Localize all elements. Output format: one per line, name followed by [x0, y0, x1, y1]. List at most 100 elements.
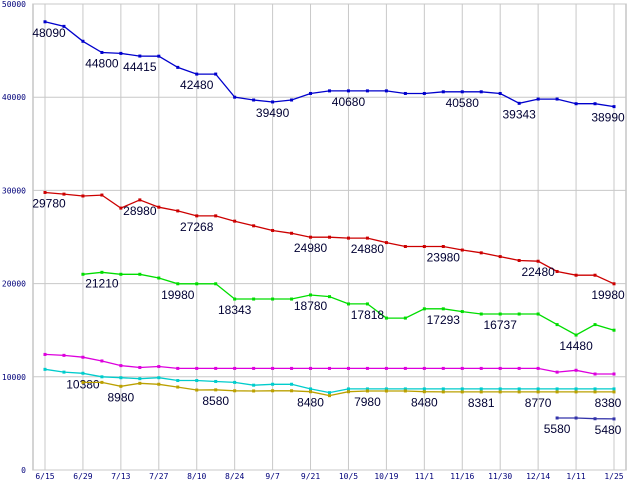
data-point: [555, 97, 559, 101]
data-label: 14480: [559, 339, 593, 353]
data-label: 18780: [294, 299, 328, 313]
data-point: [422, 387, 426, 391]
data-point: [346, 302, 350, 306]
data-point: [214, 282, 218, 286]
data-point: [81, 371, 85, 375]
data-label: 40580: [446, 96, 480, 110]
data-point: [612, 105, 616, 109]
series-4: 10380: [43, 367, 616, 395]
data-point: [536, 390, 540, 394]
x-tick-label: 8/24: [225, 472, 244, 480]
x-tick-label: 11/16: [450, 472, 474, 480]
data-point: [403, 389, 407, 393]
x-tick-label: 11/30: [488, 472, 512, 480]
data-point: [498, 255, 502, 259]
data-point: [346, 390, 350, 394]
data-point: [460, 366, 464, 370]
data-point: [441, 90, 445, 94]
data-point: [100, 375, 104, 379]
data-point: [157, 376, 161, 380]
x-tick-label: 9/21: [301, 472, 320, 480]
data-point: [138, 54, 142, 58]
data-point: [555, 387, 559, 391]
data-point: [43, 352, 47, 356]
data-point: [81, 380, 85, 384]
data-label: 8381: [468, 396, 495, 410]
data-point: [252, 98, 256, 102]
data-point: [422, 307, 426, 311]
data-point: [214, 379, 218, 383]
data-label: 8980: [108, 390, 135, 404]
data-point: [290, 231, 294, 235]
data-point: [195, 366, 199, 370]
data-point: [365, 387, 369, 391]
data-point: [328, 89, 331, 93]
x-tick-label: 1/11: [566, 472, 585, 480]
data-point: [252, 297, 256, 301]
data-point: [536, 366, 540, 370]
data-point: [328, 366, 331, 370]
data-point: [555, 416, 559, 420]
data-point: [214, 388, 218, 392]
data-label: 48090: [32, 26, 66, 40]
data-label: 29780: [32, 196, 66, 210]
data-point: [555, 269, 559, 273]
data-point: [593, 372, 597, 376]
data-label: 21210: [85, 276, 119, 290]
data-label: 8770: [525, 396, 552, 410]
data-point: [365, 389, 369, 393]
data-point: [593, 273, 597, 277]
x-tick-label: 11/1: [415, 472, 434, 480]
data-point: [574, 333, 578, 337]
data-point: [498, 312, 502, 316]
data-point: [612, 328, 616, 332]
data-point: [574, 387, 578, 391]
data-point: [517, 366, 521, 370]
data-point: [62, 353, 66, 357]
data-point: [271, 366, 275, 370]
data-point: [346, 366, 350, 370]
data-point: [252, 366, 256, 370]
data-point: [328, 394, 331, 398]
data-point: [365, 366, 369, 370]
data-point: [290, 366, 294, 370]
data-point: [290, 98, 294, 102]
y-tick-label: 10000: [2, 373, 26, 382]
data-label: 17293: [427, 313, 461, 327]
data-point: [479, 251, 483, 255]
data-point: [81, 194, 85, 198]
data-point: [574, 273, 578, 277]
data-point: [271, 100, 275, 104]
series-6: 5580 5480: [544, 416, 622, 437]
data-point: [138, 377, 142, 381]
data-point: [290, 297, 294, 301]
data-label: 7980: [354, 395, 381, 409]
data-point: [100, 359, 104, 363]
data-point: [403, 316, 407, 320]
data-point: [309, 293, 313, 297]
data-label: 28980: [123, 204, 157, 218]
data-point: [157, 205, 161, 209]
y-tick-label: 40000: [2, 93, 26, 102]
x-tick-label: 8/10: [187, 472, 206, 480]
data-point: [593, 417, 597, 421]
data-point: [365, 236, 369, 240]
series-1: 29780 28980 27268 24980 24880 23980 22480 19980: [32, 190, 625, 302]
data-point: [271, 297, 275, 301]
data-label: 16737: [484, 318, 518, 332]
data-point: [346, 236, 350, 240]
data-point: [62, 192, 66, 196]
data-point: [43, 190, 47, 194]
data-point: [157, 382, 161, 386]
data-point: [479, 387, 483, 391]
data-point: [498, 387, 502, 391]
data-point: [441, 307, 445, 311]
data-point: [593, 323, 597, 327]
data-point: [422, 390, 426, 394]
data-label: 19980: [591, 288, 625, 302]
data-point: [384, 89, 388, 93]
data-point: [536, 259, 540, 263]
data-point: [138, 365, 142, 369]
data-point: [195, 72, 199, 76]
